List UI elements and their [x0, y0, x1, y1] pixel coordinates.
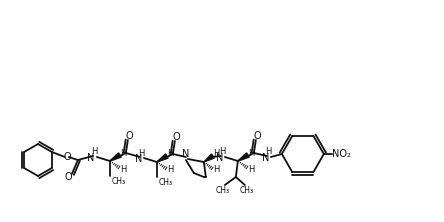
Text: O: O: [63, 152, 71, 162]
Polygon shape: [110, 153, 121, 161]
Text: H: H: [120, 165, 126, 174]
Text: N: N: [87, 153, 95, 163]
Text: N: N: [135, 154, 143, 164]
Text: H: H: [166, 149, 173, 159]
Text: H: H: [248, 149, 254, 157]
Text: H: H: [166, 165, 173, 174]
Text: N: N: [262, 153, 270, 163]
Text: H: H: [213, 149, 219, 159]
Text: O: O: [64, 172, 71, 182]
Text: O: O: [253, 131, 261, 141]
Text: O: O: [172, 132, 180, 142]
Text: N: N: [182, 149, 190, 159]
Text: H: H: [218, 147, 225, 157]
Polygon shape: [157, 154, 168, 162]
Text: H: H: [213, 165, 219, 174]
Polygon shape: [238, 153, 249, 161]
Text: CH₃: CH₃: [112, 176, 126, 186]
Text: CH₃: CH₃: [240, 186, 254, 194]
Text: H: H: [120, 149, 126, 157]
Polygon shape: [204, 154, 214, 162]
Text: NO₂: NO₂: [333, 149, 351, 159]
Text: O: O: [125, 131, 133, 141]
Text: H: H: [265, 147, 271, 157]
Text: H: H: [91, 147, 97, 157]
Text: H: H: [138, 149, 144, 157]
Text: H: H: [248, 165, 254, 174]
Text: CH₃: CH₃: [159, 178, 173, 186]
Text: CH₃: CH₃: [216, 186, 230, 194]
Text: N: N: [216, 153, 223, 163]
